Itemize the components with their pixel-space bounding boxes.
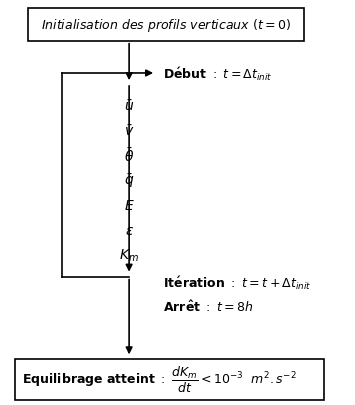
Text: $\bar{q}$: $\bar{q}$ — [124, 171, 134, 189]
Text: Initialisation des profils verticaux $( t = 0 )$: Initialisation des profils verticaux $( … — [41, 17, 291, 34]
Text: $\mathbf{Equilibrage\ atteint}$ $:$ $\dfrac{dK_m}{dt} < 10^{-3}\ \ m^2 . s^{-2}$: $\mathbf{Equilibrage\ atteint}$ $:$ $\df… — [22, 364, 296, 394]
Text: $K_m$: $K_m$ — [119, 247, 139, 263]
Text: $\varepsilon$: $\varepsilon$ — [125, 223, 133, 237]
Text: $E$: $E$ — [124, 198, 135, 212]
FancyBboxPatch shape — [28, 9, 304, 42]
Text: $\mathbf{D\acute{e}but}$ $:$ $t = \Delta t_{init}$: $\mathbf{D\acute{e}but}$ $:$ $t = \Delta… — [163, 65, 272, 82]
Text: $\mathbf{It\acute{e}ration}$ $:$ $t = t + \Delta t_{init}$: $\mathbf{It\acute{e}ration}$ $:$ $t = t … — [163, 274, 311, 292]
Text: $\bar{v}$: $\bar{v}$ — [124, 124, 134, 138]
FancyBboxPatch shape — [15, 359, 324, 400]
Text: $\mathbf{Arr\hat{e}t}$ $:$ $t = 8h$: $\mathbf{Arr\hat{e}t}$ $:$ $t = 8h$ — [163, 300, 253, 315]
Text: $\bar{u}$: $\bar{u}$ — [124, 98, 134, 113]
Text: $\bar{\theta}$: $\bar{\theta}$ — [124, 147, 134, 164]
